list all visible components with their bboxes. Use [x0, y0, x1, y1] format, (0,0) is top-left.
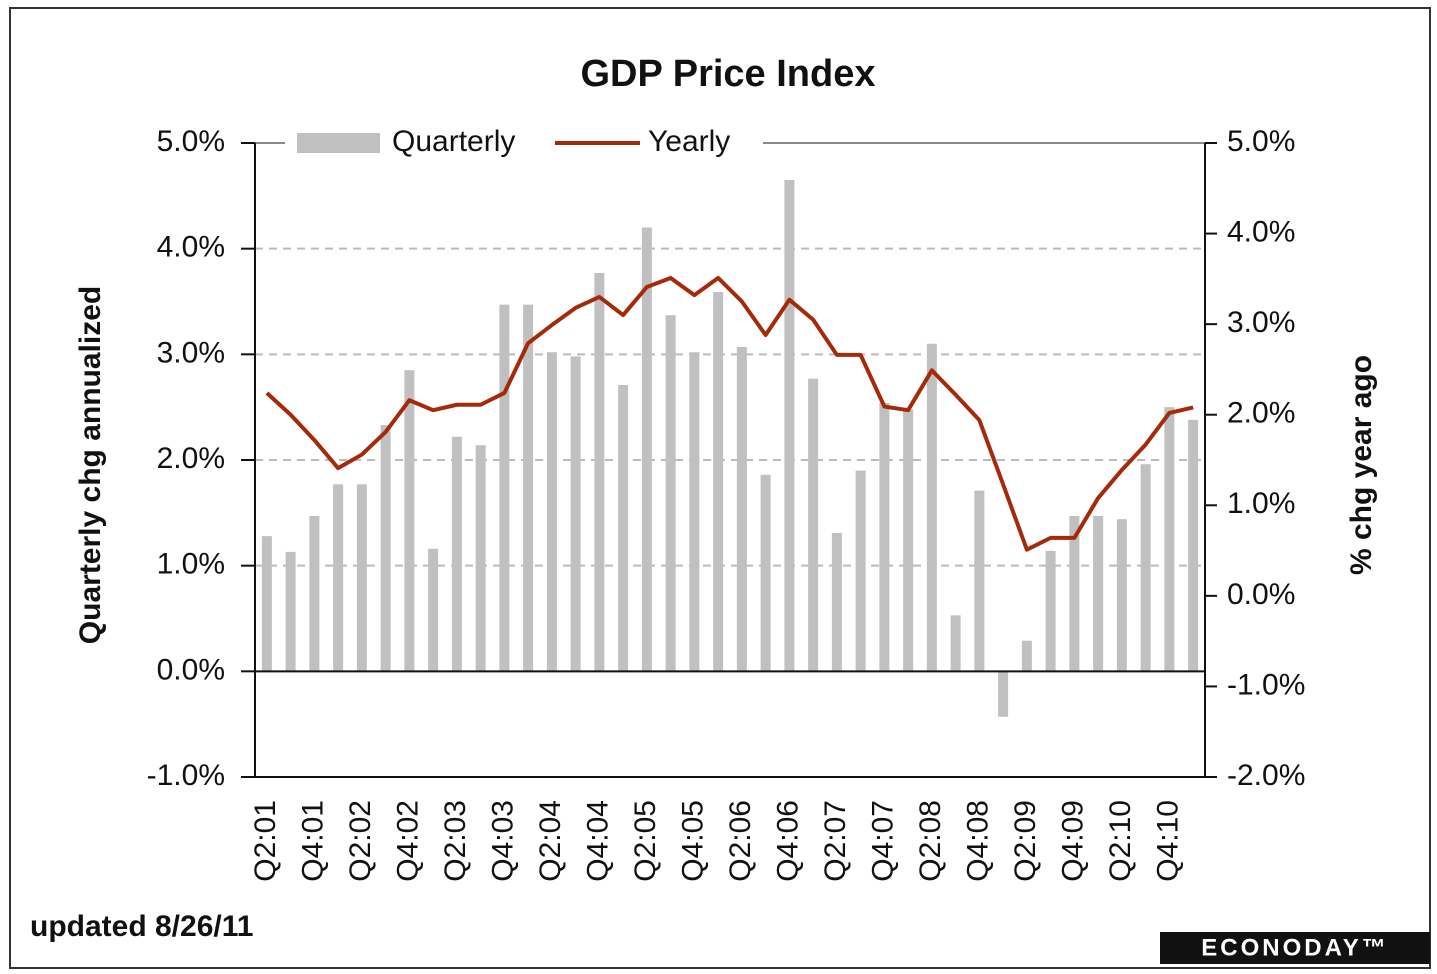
- y2-tick-label: 2.0%: [1227, 397, 1295, 430]
- bar: [594, 272, 605, 672]
- bar: [665, 315, 676, 672]
- legend-swatch: [297, 133, 380, 153]
- bar: [903, 409, 914, 672]
- bar: [689, 352, 700, 672]
- x-tick-label: Q4:10: [1151, 800, 1184, 882]
- y-tick-label: 2.0%: [157, 442, 225, 475]
- bar: [641, 227, 652, 672]
- bar: [285, 551, 296, 672]
- bar: [523, 304, 534, 672]
- bar: [1164, 407, 1175, 672]
- logo-box: [1160, 932, 1430, 964]
- bar: [475, 445, 486, 672]
- bar: [1069, 516, 1080, 672]
- x-tick-label: Q2:05: [629, 800, 662, 882]
- x-tick-label: Q2:08: [914, 800, 947, 882]
- x-tick-label: Q4:05: [676, 800, 709, 882]
- x-tick-label: Q4:06: [771, 800, 804, 882]
- bar: [380, 425, 391, 672]
- y2-tick-label: -2.0%: [1227, 759, 1305, 792]
- y-axis-label: Quarterly chg annualized: [74, 286, 107, 644]
- bar: [451, 436, 462, 672]
- bar: [309, 516, 320, 672]
- x-tick-label: Q4:02: [391, 800, 424, 882]
- bar: [736, 346, 747, 672]
- y2-tick-label: 3.0%: [1227, 306, 1295, 339]
- y-tick-label: 5.0%: [157, 125, 225, 158]
- bar: [1045, 550, 1056, 672]
- bar: [974, 490, 985, 672]
- bar: [784, 179, 795, 672]
- yearly-line: [265, 275, 1194, 552]
- y2-axis-label: % chg year ago: [1345, 355, 1378, 575]
- x-tick-label: Q2:01: [249, 800, 282, 882]
- x-tick-label: Q2:06: [724, 800, 757, 882]
- bar: [855, 470, 866, 672]
- x-tick-label: Q4:08: [961, 800, 994, 882]
- y-tick-label: 0.0%: [157, 653, 225, 686]
- bar: [1188, 419, 1199, 672]
- y2-tick-label: -1.0%: [1227, 668, 1305, 701]
- legend-label: Yearly: [648, 125, 730, 158]
- y-tick-label: 3.0%: [157, 336, 225, 369]
- bar: [428, 548, 439, 672]
- y2-tick-label: 4.0%: [1227, 215, 1295, 248]
- bar: [1021, 640, 1032, 672]
- x-tick-label: Q4:07: [866, 800, 899, 882]
- x-tick-label: Q4:03: [486, 800, 519, 882]
- y-tick-label: 4.0%: [157, 231, 225, 264]
- bar: [1140, 464, 1151, 672]
- bar: [404, 370, 415, 672]
- bar: [831, 532, 842, 672]
- x-tick-label: Q4:01: [296, 800, 329, 882]
- y2-tick-label: 0.0%: [1227, 578, 1295, 611]
- x-tick-label: Q4:04: [581, 800, 614, 882]
- bar: [546, 352, 557, 672]
- bar: [760, 474, 771, 672]
- bar: [950, 615, 961, 672]
- bar: [570, 356, 581, 672]
- bar: [333, 484, 344, 672]
- y2-tick-label: 1.0%: [1227, 487, 1295, 520]
- y-tick-label: 1.0%: [157, 548, 225, 581]
- x-tick-label: Q2:04: [534, 800, 567, 882]
- source-logo: ECONODAY™: [1201, 934, 1388, 961]
- bar: [713, 291, 724, 672]
- x-tick-label: Q2:03: [439, 800, 472, 882]
- y-tick-label: -1.0%: [147, 759, 225, 792]
- bar: [618, 384, 629, 672]
- note: updated 8/26/11: [30, 910, 253, 943]
- x-tick-label: Q2:07: [819, 800, 852, 882]
- x-tick-label: Q2:02: [344, 800, 377, 882]
- bar: [879, 402, 890, 672]
- chart-title: GDP Price Index: [581, 53, 876, 95]
- bar: [926, 343, 937, 672]
- y2-tick-label: 5.0%: [1227, 125, 1295, 158]
- x-tick-label: Q2:10: [1104, 800, 1137, 882]
- x-tick-label: Q2:09: [1009, 800, 1042, 882]
- bar: [499, 304, 510, 672]
- x-tick-label: Q4:09: [1056, 800, 1089, 882]
- bar: [261, 536, 272, 672]
- bar: [808, 378, 819, 672]
- bar: [1116, 519, 1127, 672]
- bar: [998, 671, 1009, 717]
- bar: [356, 484, 367, 672]
- legend-label: Quarterly: [392, 125, 515, 158]
- bar: [1093, 516, 1104, 672]
